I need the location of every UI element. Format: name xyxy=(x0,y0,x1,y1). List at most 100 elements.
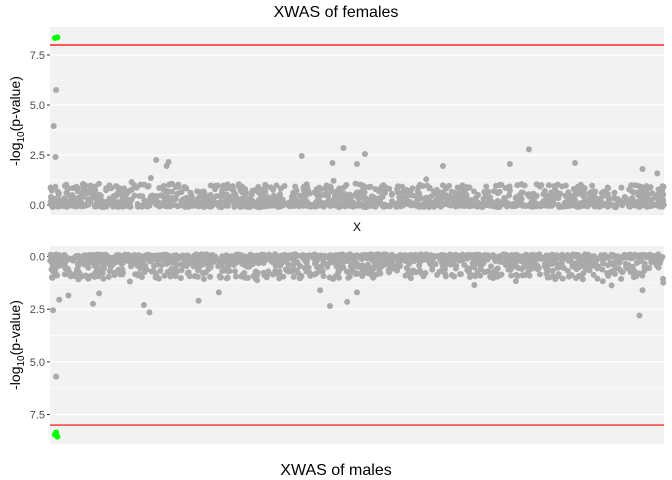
bottom-data-point xyxy=(320,259,327,266)
bottom-data-point xyxy=(210,253,217,260)
top-data-point xyxy=(53,197,60,204)
bottom-y-tick-label: 2.5 xyxy=(30,304,45,316)
bottom-data-point xyxy=(289,261,296,268)
top-data-point xyxy=(524,191,531,198)
top-data-point xyxy=(376,195,383,202)
bottom-outlier-point xyxy=(326,303,333,310)
bottom-data-point xyxy=(93,268,100,275)
top-y-axis-label: -log10(p-value) xyxy=(7,76,27,166)
top-data-point xyxy=(452,191,459,198)
bottom-data-point xyxy=(332,252,339,259)
top-data-point xyxy=(273,182,280,189)
bottom-data-point xyxy=(559,251,566,258)
bottom-data-point xyxy=(103,258,110,265)
bottom-data-point xyxy=(636,258,643,265)
bottom-data-point xyxy=(580,256,587,263)
top-data-point xyxy=(219,188,226,195)
top-data-point xyxy=(216,203,223,210)
bottom-data-point xyxy=(158,262,165,269)
top-y-tick-label: 2.5 xyxy=(30,150,45,162)
top-data-point xyxy=(545,182,552,189)
top-data-point xyxy=(361,189,368,196)
bottom-data-point xyxy=(207,273,214,280)
bottom-data-point xyxy=(431,252,438,259)
bottom-data-point xyxy=(232,273,239,280)
bottom-data-point xyxy=(61,259,68,266)
bottom-data-point xyxy=(222,252,229,259)
bottom-data-point xyxy=(471,282,478,289)
bottom-data-point xyxy=(238,252,245,259)
top-data-point xyxy=(168,201,175,208)
top-data-point xyxy=(345,198,352,205)
bottom-data-point xyxy=(319,267,326,274)
bottom-y-axis-label-tail: (p-value) xyxy=(7,300,23,355)
top-data-point xyxy=(386,185,393,192)
top-data-point xyxy=(421,203,428,210)
bottom-data-point xyxy=(173,262,180,269)
bottom-data-point xyxy=(509,259,516,266)
top-data-point xyxy=(592,188,599,195)
top-data-point xyxy=(196,194,203,201)
top-data-point xyxy=(210,197,217,204)
bottom-data-point xyxy=(310,271,317,278)
top-data-point xyxy=(564,193,571,200)
bottom-data-point xyxy=(544,259,551,266)
bottom-data-point xyxy=(518,266,525,273)
bottom-data-point xyxy=(440,264,447,271)
bottom-data-point xyxy=(580,270,587,277)
top-data-point xyxy=(263,200,270,207)
bottom-data-point xyxy=(55,252,62,259)
top-outlier-point xyxy=(53,87,60,93)
top-data-point xyxy=(650,201,657,208)
top-data-point xyxy=(618,184,625,191)
bottom-outlier-point xyxy=(50,307,57,314)
bottom-data-point xyxy=(274,253,281,260)
bottom-data-point xyxy=(656,259,663,266)
bottom-outlier-point xyxy=(96,290,103,297)
top-outlier-point xyxy=(340,145,347,151)
top-data-point xyxy=(445,201,452,208)
bottom-data-point xyxy=(488,263,495,270)
top-data-point xyxy=(249,187,256,194)
top-data-point xyxy=(334,187,341,194)
bottom-data-point xyxy=(216,260,223,267)
bottom-data-point xyxy=(100,275,107,282)
bottom-data-point xyxy=(531,257,538,264)
bottom-data-point xyxy=(466,269,473,276)
bottom-outlier-point xyxy=(89,300,96,307)
bottom-data-point xyxy=(345,274,352,281)
top-data-point xyxy=(575,185,582,192)
top-data-point xyxy=(422,194,429,201)
top-data-point xyxy=(276,192,283,199)
top-data-point xyxy=(574,203,581,210)
top-data-point xyxy=(261,193,268,200)
bottom-data-point xyxy=(649,252,656,259)
bottom-data-point xyxy=(106,268,113,275)
bottom-data-point xyxy=(330,276,337,283)
top-y-axis-label-subscript: 10 xyxy=(16,131,27,143)
bottom-data-point xyxy=(157,267,164,274)
top-data-point xyxy=(563,202,570,209)
top-data-point xyxy=(257,198,264,205)
top-data-point xyxy=(496,182,503,189)
top-data-point xyxy=(236,184,243,191)
top-data-point xyxy=(61,195,68,202)
top-data-point xyxy=(330,177,337,184)
bottom-data-point xyxy=(565,257,572,264)
top-data-point xyxy=(292,183,299,190)
top-data-point xyxy=(220,182,227,189)
bottom-data-point xyxy=(396,262,403,269)
top-significant-point xyxy=(54,34,61,41)
top-data-point xyxy=(120,185,127,192)
bottom-data-point xyxy=(200,270,207,277)
top-data-point xyxy=(531,203,538,210)
bottom-data-point xyxy=(142,262,149,269)
top-data-point xyxy=(277,185,284,192)
top-data-point xyxy=(584,201,591,208)
top-data-point xyxy=(518,189,525,196)
top-data-point xyxy=(362,195,369,202)
top-outlier-point xyxy=(361,151,368,157)
bottom-data-point xyxy=(527,252,534,259)
top-data-point xyxy=(55,191,62,198)
bottom-data-point xyxy=(553,259,560,266)
